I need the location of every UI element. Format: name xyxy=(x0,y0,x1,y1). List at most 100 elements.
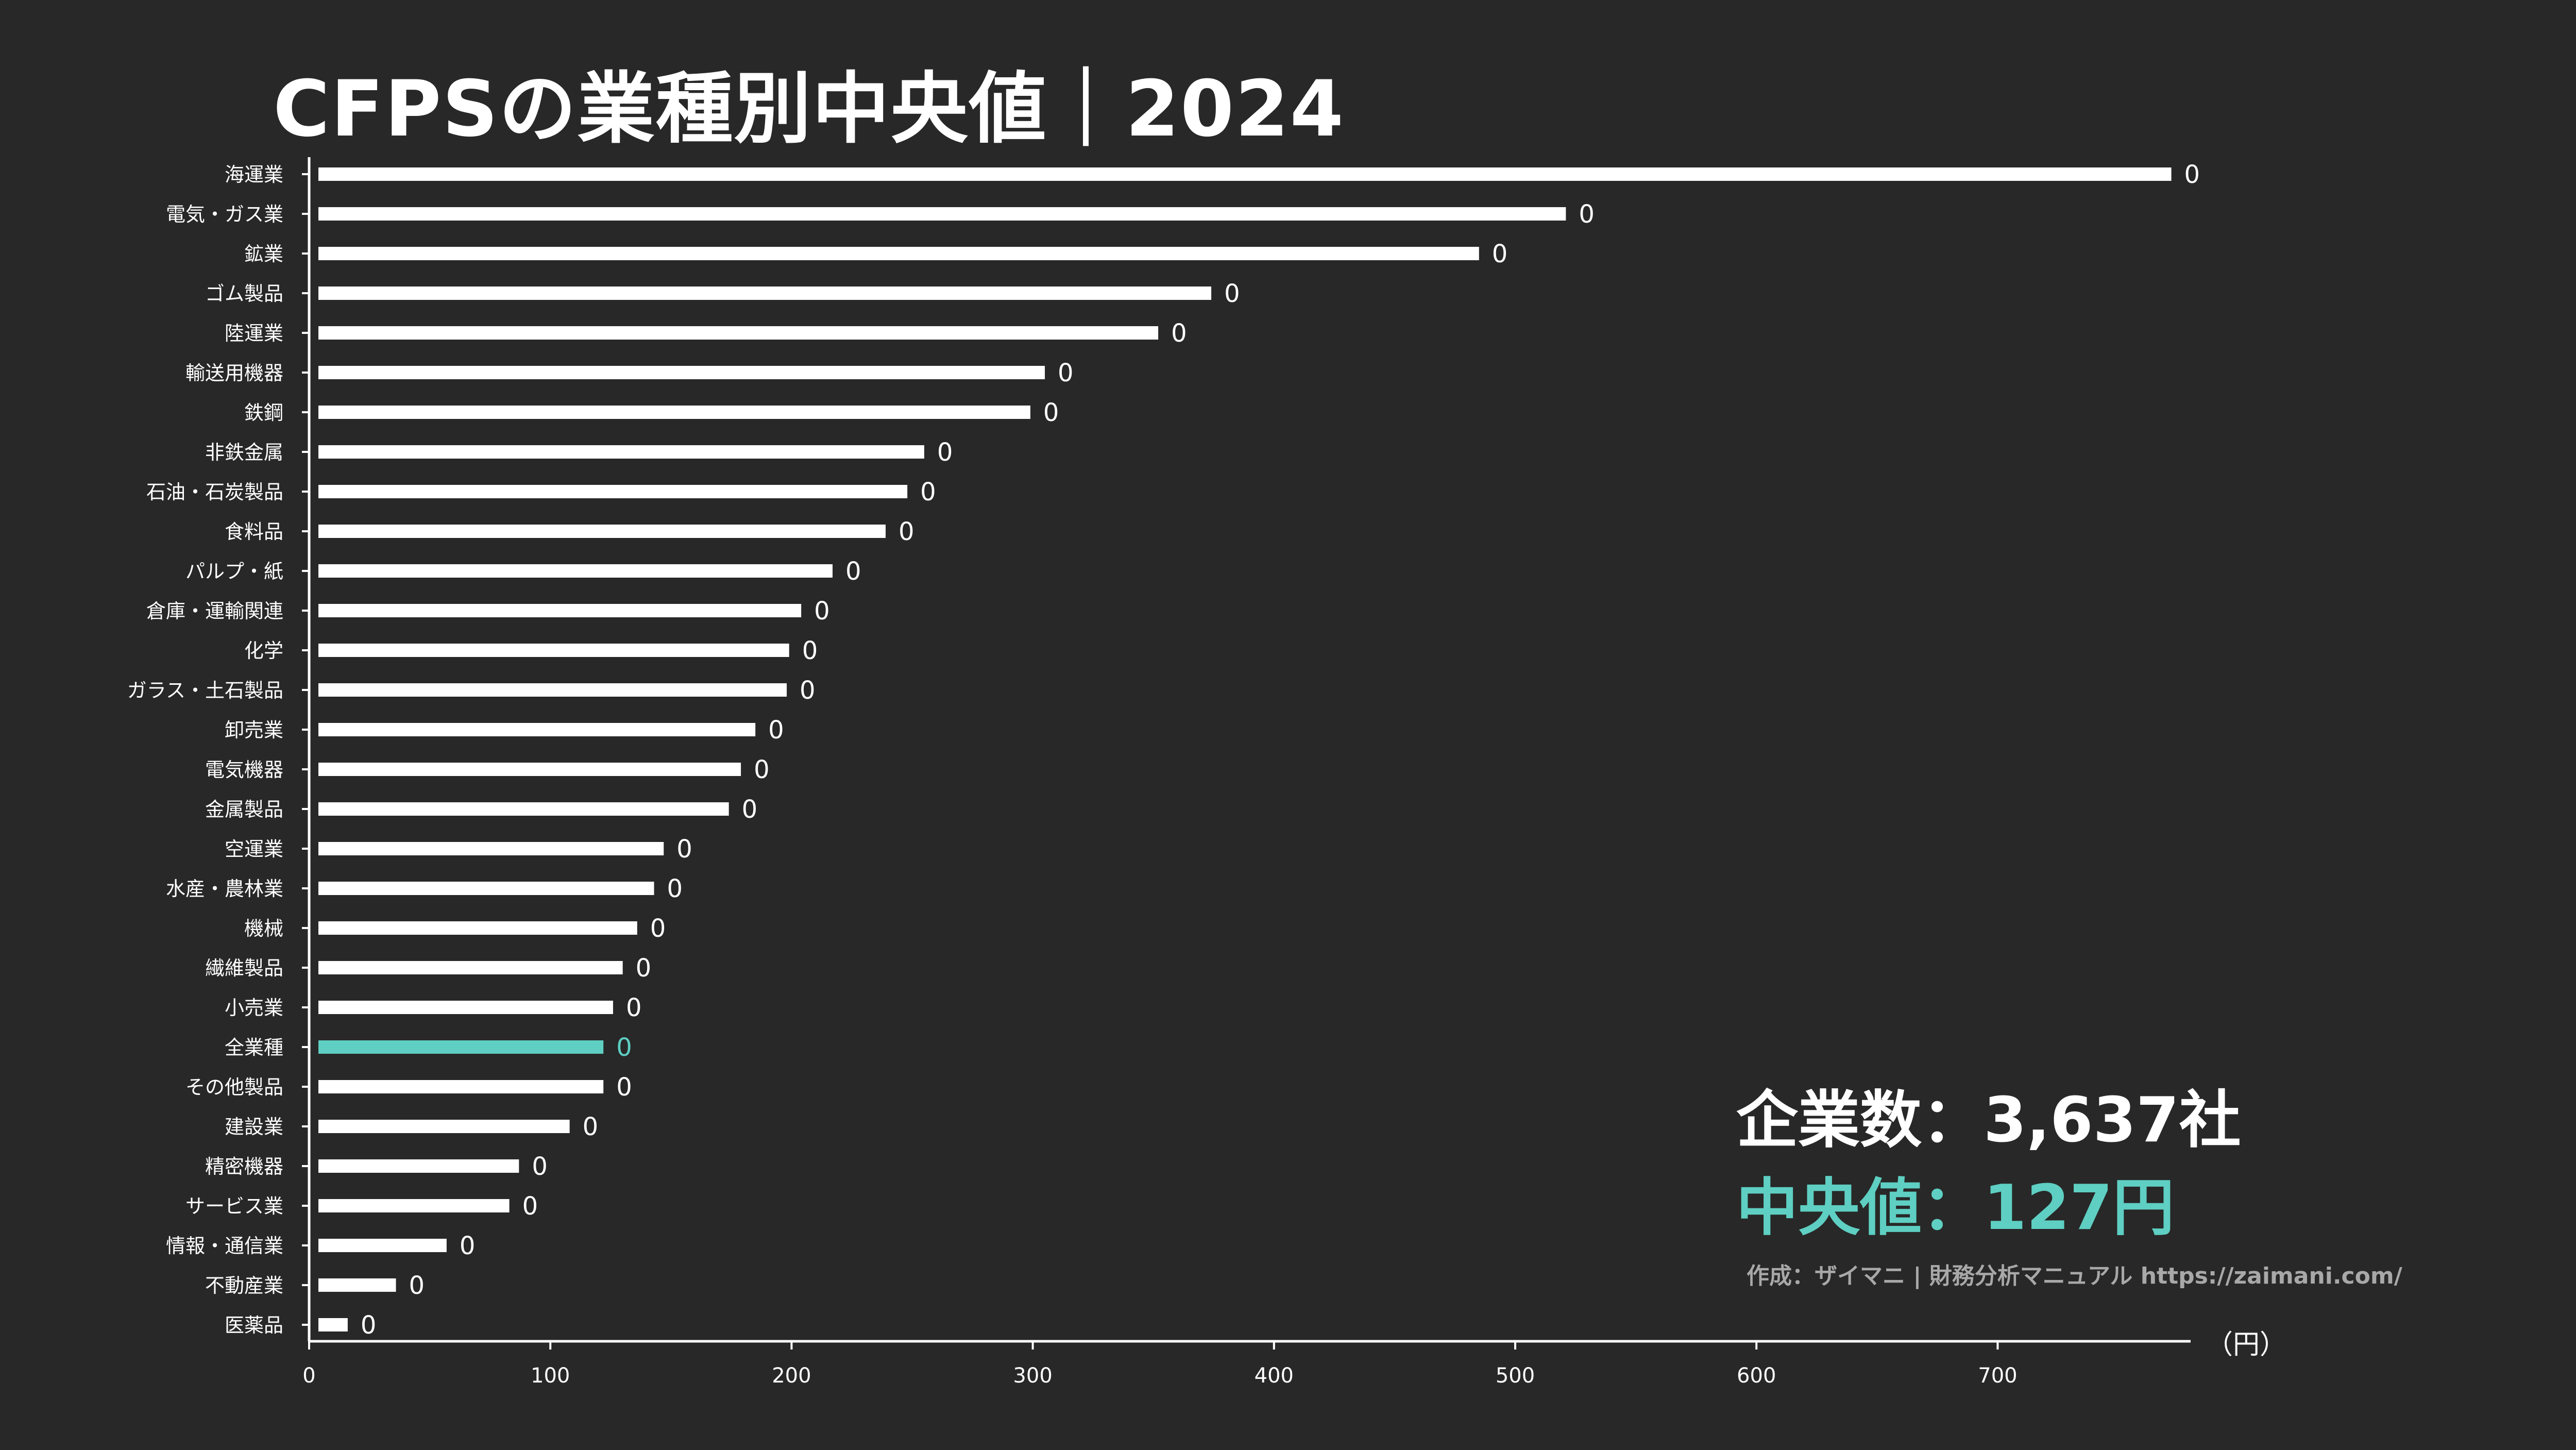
data-label: 0 xyxy=(616,1073,632,1102)
bar xyxy=(318,1001,613,1014)
summary-panel: 企業数：3,637社 中央値：127円 xyxy=(1736,1077,2241,1252)
category-label: 化学 xyxy=(244,639,283,662)
category-label: 精密機器 xyxy=(205,1155,283,1178)
bar xyxy=(318,723,756,736)
data-label: 0 xyxy=(800,676,816,705)
category-label: 金属製品 xyxy=(205,798,283,821)
data-label: 0 xyxy=(920,478,936,507)
data-label: 0 xyxy=(583,1112,599,1141)
data-label: 0 xyxy=(845,557,861,586)
axis-layer: 0 100 200 300 400 500 600 700 xyxy=(302,157,2191,1388)
data-label: 0 xyxy=(361,1311,377,1340)
x-tick-label: 700 xyxy=(1978,1364,2017,1388)
bar xyxy=(318,1278,396,1292)
median-value: 中央値：127円 xyxy=(1736,1172,2175,1244)
bar xyxy=(318,406,1030,419)
data-label: 0 xyxy=(802,636,818,665)
category-label: 空運業 xyxy=(225,838,283,861)
category-label: 鉱業 xyxy=(244,243,283,265)
bar xyxy=(318,366,1045,379)
data-label: 0 xyxy=(814,597,830,626)
category-label: 不動産業 xyxy=(205,1274,283,1297)
category-label: その他製品 xyxy=(185,1076,283,1099)
bar xyxy=(318,1159,519,1173)
bar xyxy=(318,1199,510,1212)
bar xyxy=(318,961,623,974)
bar xyxy=(318,207,1566,221)
category-label: 小売業 xyxy=(225,997,283,1019)
data-label: 0 xyxy=(1043,398,1059,427)
bar xyxy=(318,1120,570,1133)
category-label: 石油・石炭製品 xyxy=(146,481,283,503)
data-label: 0 xyxy=(754,755,770,784)
data-label: 0 xyxy=(742,795,758,824)
data-label: 0 xyxy=(532,1152,548,1181)
data-label: 0 xyxy=(460,1232,476,1260)
bar xyxy=(318,525,886,538)
bar xyxy=(318,882,654,895)
category-label: 情報・通信業 xyxy=(166,1235,283,1257)
bar xyxy=(318,247,1479,260)
category-label: パルプ・紙 xyxy=(185,560,283,583)
bar xyxy=(318,286,1212,300)
category-label: ガラス・土石製品 xyxy=(127,679,283,702)
bar xyxy=(318,604,802,617)
category-label: 機械 xyxy=(244,917,283,940)
bar xyxy=(318,1080,604,1093)
data-label: 0 xyxy=(409,1271,425,1300)
data-label: 0 xyxy=(899,517,914,546)
bar xyxy=(318,167,2172,181)
bar xyxy=(318,921,637,935)
bar xyxy=(318,445,924,459)
data-label: 0 xyxy=(626,993,642,1022)
data-label: 0 xyxy=(1171,319,1187,348)
bar xyxy=(318,326,1159,340)
category-label: 海運業 xyxy=(225,163,283,186)
bar-highlight xyxy=(318,1040,604,1054)
bar xyxy=(318,842,664,855)
data-label: 0 xyxy=(1058,359,1074,387)
category-label: 卸売業 xyxy=(225,719,283,741)
data-label: 0 xyxy=(1224,279,1240,308)
data-label: 0 xyxy=(636,954,652,983)
bar xyxy=(318,1239,447,1252)
x-tick-label: 100 xyxy=(531,1364,570,1388)
category-label: 倉庫・運輸関連 xyxy=(146,600,283,622)
x-tick-label: 400 xyxy=(1255,1364,1294,1388)
bar xyxy=(318,644,789,657)
category-label: ゴム製品 xyxy=(205,282,283,305)
bar xyxy=(318,485,908,498)
company-count: 企業数：3,637社 xyxy=(1736,1085,2241,1156)
data-label: 0 xyxy=(1492,240,1508,268)
data-label: 0 xyxy=(1579,200,1595,229)
chart-title: CFPSの業種別中央値｜2024 xyxy=(273,64,1345,154)
data-label: 0 xyxy=(937,438,953,467)
bar xyxy=(318,564,833,578)
bar xyxy=(318,1318,348,1331)
data-label: 0 xyxy=(650,914,666,943)
category-label: 輸送用機器 xyxy=(185,362,283,384)
category-label: 医薬品 xyxy=(225,1314,283,1337)
data-label: 0 xyxy=(768,716,784,745)
category-label: 建設業 xyxy=(225,1116,283,1138)
bar xyxy=(318,683,787,697)
bar xyxy=(318,802,729,816)
category-label: 鉄鋼 xyxy=(244,401,283,424)
x-axis-unit-label: （円） xyxy=(2206,1329,2287,1360)
category-label: 全業種 xyxy=(225,1036,283,1059)
credit-text: 作成：ザイマニ | 財務分析マニュアル https://zaimani.com/ xyxy=(1747,1263,2402,1289)
x-tick-label: 200 xyxy=(772,1364,811,1388)
data-label: 0 xyxy=(2184,160,2200,189)
data-label: 0 xyxy=(676,835,692,864)
x-tick-label: 500 xyxy=(1496,1364,1535,1388)
x-tick-label: 300 xyxy=(1013,1364,1052,1388)
x-tick-label: 600 xyxy=(1737,1364,1776,1388)
category-label: 電気・ガス業 xyxy=(166,203,283,226)
category-label: 陸運業 xyxy=(225,322,283,345)
category-label: 電気機器 xyxy=(205,758,283,781)
bar xyxy=(318,763,741,776)
data-label: 0 xyxy=(667,874,683,903)
bars-layer: 海運業 0 電気・ガス業 0 鉱業 0 ゴム製品 0 陸運業 0 輸送用機器 0 鉄鋼 0 非鉄金属 0 石油・… xyxy=(127,160,2200,1340)
category-label: 非鉄金属 xyxy=(205,441,283,464)
